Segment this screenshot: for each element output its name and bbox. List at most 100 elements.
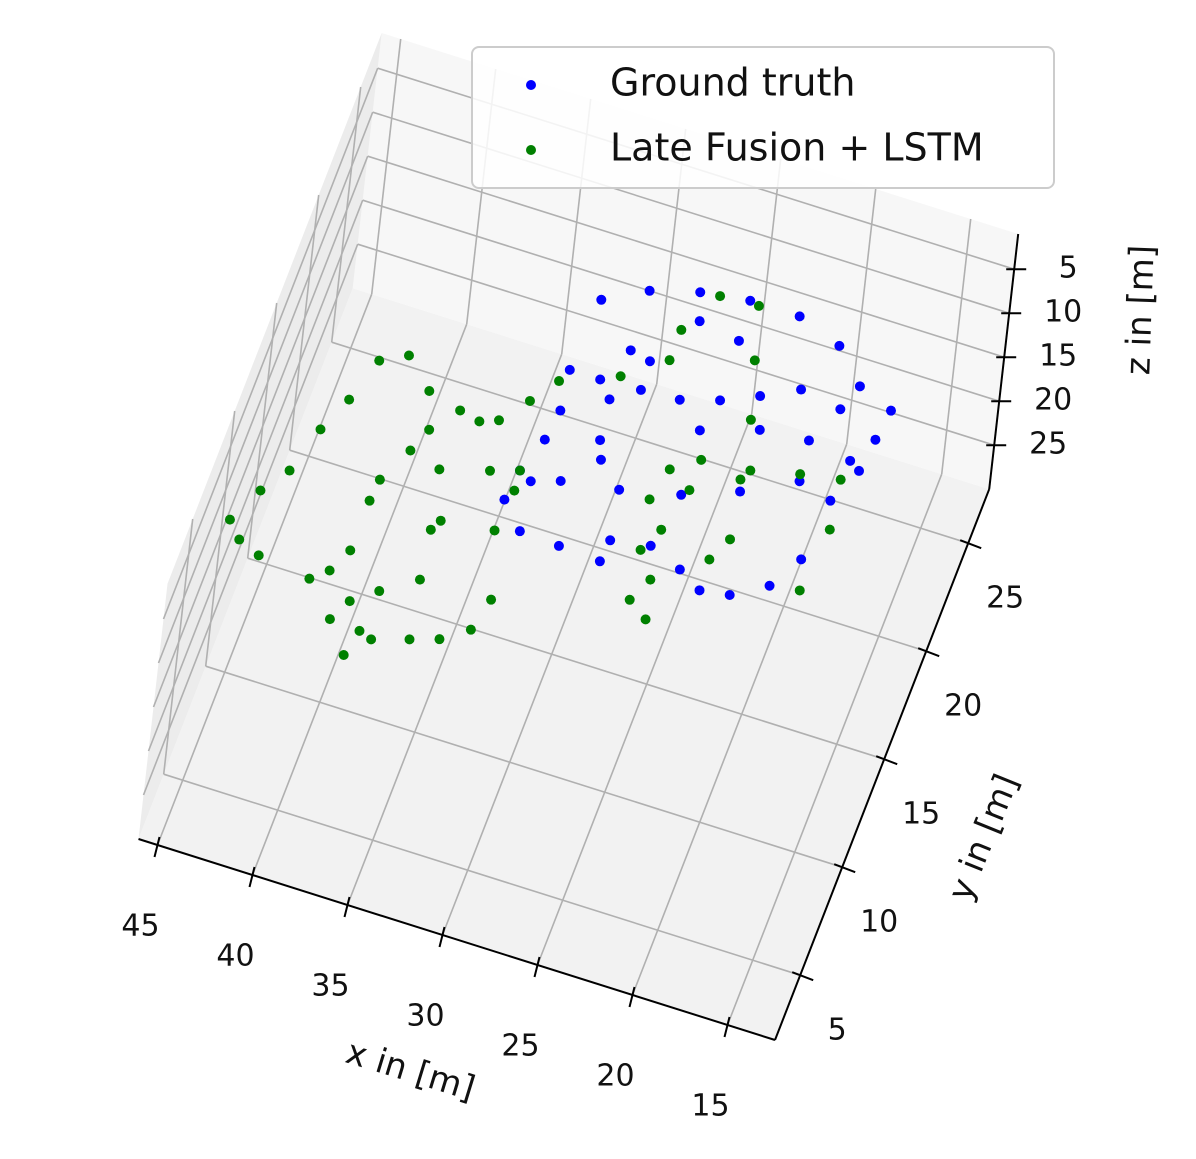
z-tick-label: 20 xyxy=(1034,383,1072,418)
grid-line xyxy=(631,443,848,996)
grid-line xyxy=(750,158,782,415)
data-point xyxy=(284,465,295,476)
data-point xyxy=(694,585,705,596)
grid-line xyxy=(147,199,364,752)
data-point xyxy=(825,495,836,506)
y-tick xyxy=(791,971,814,982)
data-point xyxy=(514,526,525,537)
grid-line xyxy=(331,341,969,544)
data-point xyxy=(735,486,746,497)
z-tick-label: 10 xyxy=(1044,295,1082,330)
data-point xyxy=(794,311,805,322)
legend-label: Late Fusion + LSTM xyxy=(610,126,984,170)
data-point xyxy=(644,494,655,505)
data-point xyxy=(364,495,375,506)
data-point xyxy=(434,464,445,475)
data-point xyxy=(733,335,744,346)
data-point xyxy=(425,524,436,535)
data-point xyxy=(555,405,566,416)
data-point xyxy=(796,554,807,565)
data-point xyxy=(344,596,355,607)
data-point xyxy=(525,476,536,487)
legend: Ground truth Late Fusion + LSTM xyxy=(471,46,1055,189)
data-point xyxy=(234,534,245,545)
data-point xyxy=(414,574,425,585)
data-point xyxy=(344,394,355,405)
grid-line xyxy=(163,773,801,976)
grid-line xyxy=(940,218,972,475)
grid-line xyxy=(157,111,374,664)
grid-line xyxy=(367,155,1005,358)
data-point xyxy=(465,624,476,635)
data-point xyxy=(455,405,466,416)
data-point xyxy=(435,515,446,526)
data-point xyxy=(674,394,685,405)
data-point xyxy=(625,345,636,356)
data-point xyxy=(676,489,687,500)
z-tick-label: 25 xyxy=(1029,427,1067,462)
data-point xyxy=(885,405,896,416)
data-point xyxy=(345,545,356,556)
data-point xyxy=(434,634,445,645)
x-tick-label: 40 xyxy=(216,939,254,974)
data-point xyxy=(596,294,607,305)
data-point xyxy=(715,395,726,406)
legend-box xyxy=(471,46,1055,189)
z-axis-label: z in [m] xyxy=(1118,244,1163,375)
data-point xyxy=(509,485,520,496)
x-tick-label: 45 xyxy=(121,909,159,944)
axes: 15 20 25 30 35 40 45 5 10 15 20 25 5 10 15 20 25 xyxy=(121,233,1082,1124)
z-tick-label: 15 xyxy=(1039,339,1077,374)
x-tick xyxy=(153,836,161,858)
data-point xyxy=(489,525,500,536)
data-point xyxy=(676,324,687,335)
x-tick-label: 20 xyxy=(596,1059,634,1094)
x-tick-label: 35 xyxy=(311,969,349,1004)
x-tick xyxy=(438,926,446,948)
x-tick-label: 25 xyxy=(501,1029,539,1064)
grid-line xyxy=(152,155,369,708)
data-point xyxy=(324,614,335,625)
data-point xyxy=(795,469,806,480)
data-point xyxy=(640,614,651,625)
y-tick-label: 15 xyxy=(902,797,940,832)
data-point xyxy=(404,634,415,645)
data-point xyxy=(824,524,835,535)
z-axis-line xyxy=(988,233,1020,490)
legend-marker xyxy=(526,145,536,155)
data-point xyxy=(539,434,550,445)
data-point xyxy=(474,416,485,427)
x-tick-label: 15 xyxy=(691,1089,729,1124)
data-point xyxy=(749,355,760,366)
data-point xyxy=(834,340,845,351)
y-axis-line xyxy=(774,488,991,1041)
y-tick-label: 5 xyxy=(828,1013,847,1048)
data-point xyxy=(835,404,846,415)
y-tick-label: 10 xyxy=(860,905,898,940)
grid-line xyxy=(156,293,373,846)
data-point xyxy=(605,535,616,546)
data-point xyxy=(614,484,625,495)
data-point xyxy=(696,454,707,465)
data-point xyxy=(366,634,377,645)
data-point xyxy=(803,435,814,446)
data-point xyxy=(645,540,656,551)
data-point xyxy=(403,350,414,361)
grid-line xyxy=(845,188,877,445)
grid-line xyxy=(247,557,885,760)
data-point xyxy=(694,425,705,436)
grid-line xyxy=(441,383,658,936)
data-point xyxy=(405,445,416,456)
marks xyxy=(224,285,896,660)
data-point xyxy=(485,465,495,476)
data-point xyxy=(615,371,626,382)
data-point xyxy=(554,376,565,387)
data-point xyxy=(745,465,756,476)
data-point xyxy=(374,586,385,597)
data-point xyxy=(715,291,726,302)
data-point xyxy=(595,435,606,446)
z-tick-label: 5 xyxy=(1059,251,1078,286)
data-point xyxy=(704,554,715,565)
data-point xyxy=(315,424,326,435)
data-point xyxy=(745,414,756,425)
